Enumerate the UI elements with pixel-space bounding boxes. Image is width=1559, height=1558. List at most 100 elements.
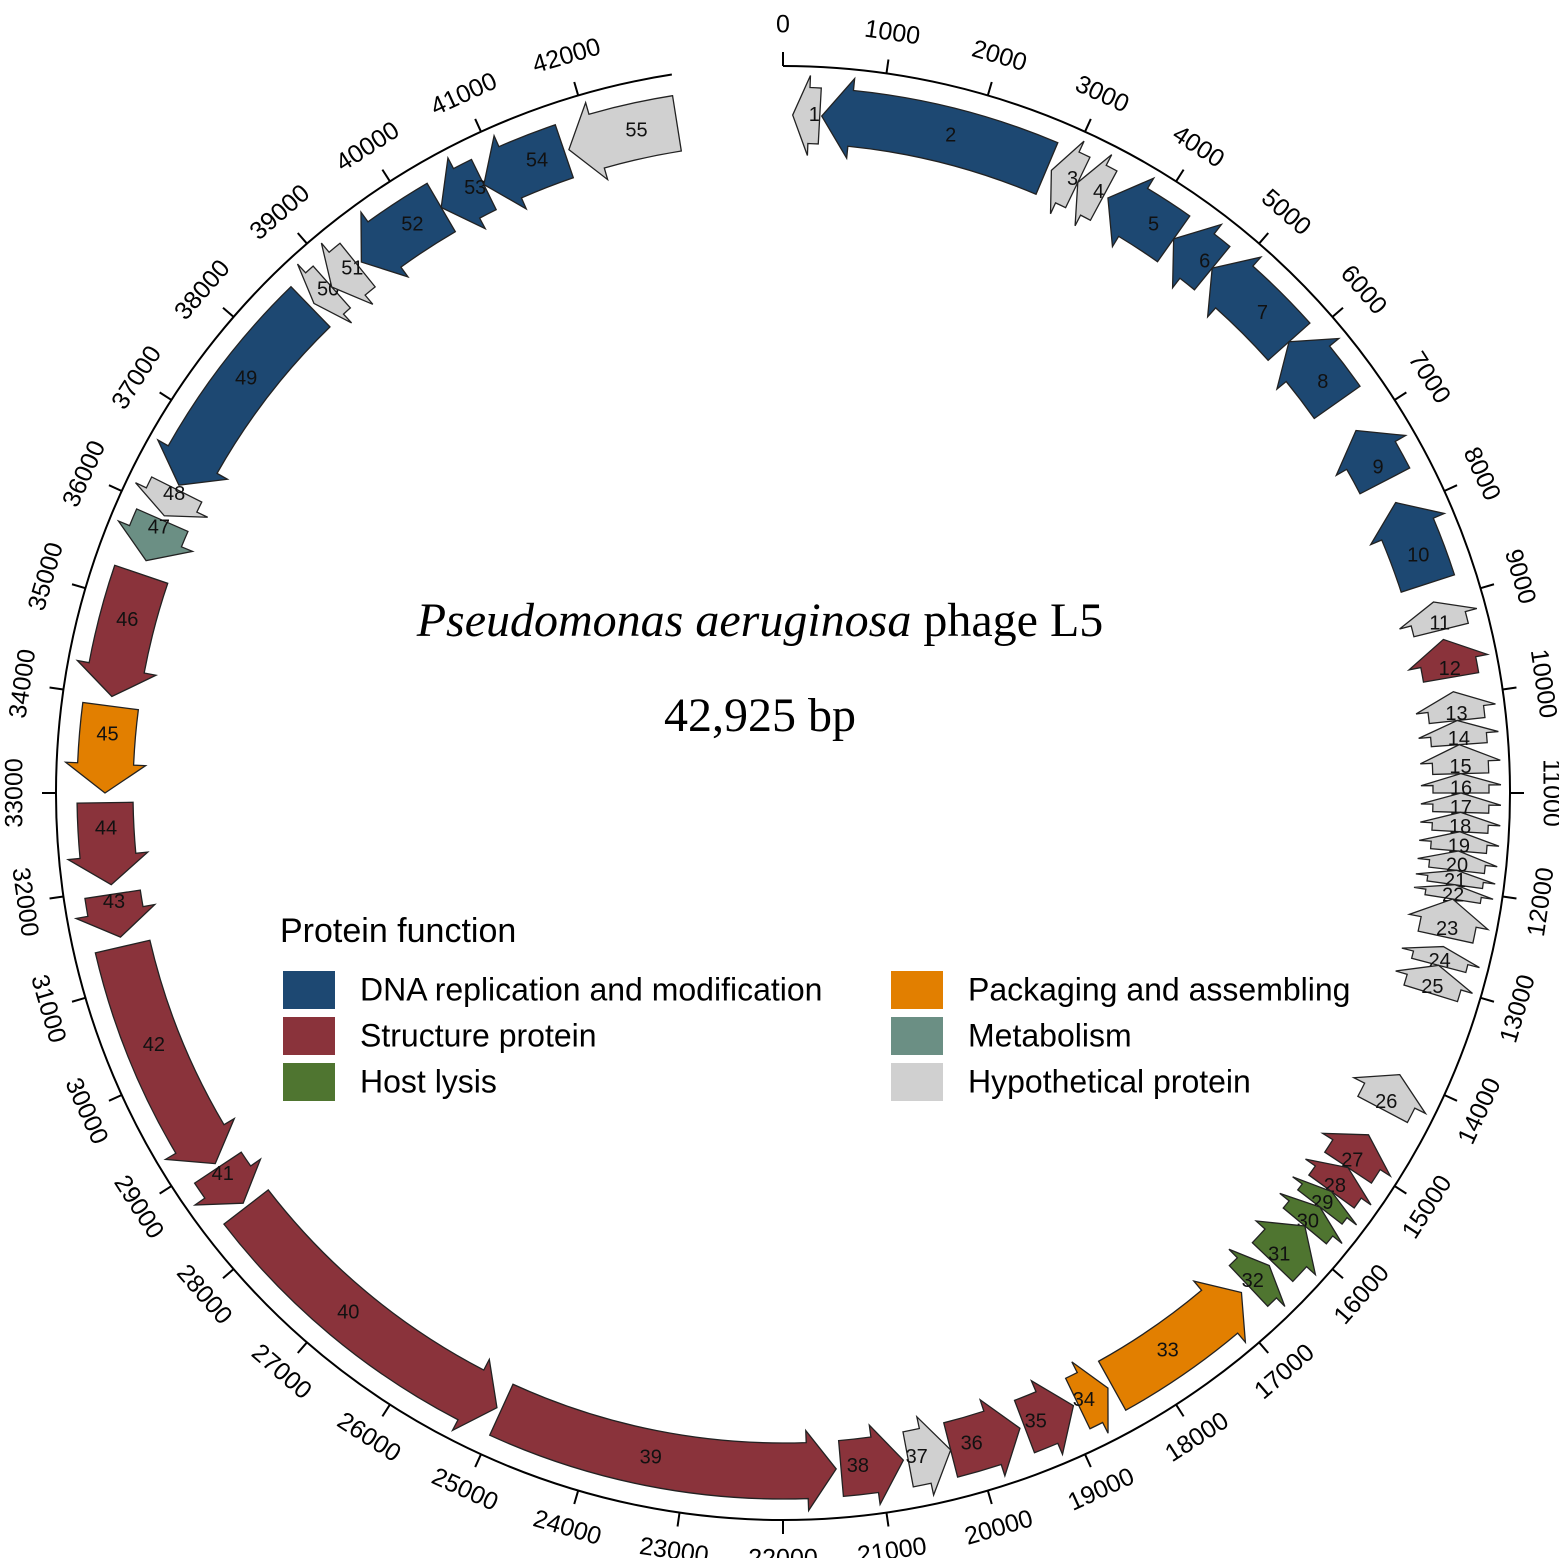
tick-label: 15000: [1396, 1170, 1457, 1244]
gene-arrow: [820, 76, 1059, 196]
tick-mark: [573, 1490, 580, 1505]
tick-mark: [71, 996, 86, 1003]
subtitle: 42,925 bp: [664, 689, 856, 742]
tick-label: 24000: [530, 1504, 605, 1550]
gene-arrow: [1074, 154, 1118, 227]
legend-swatch: [889, 1015, 945, 1057]
tick-mark: [1084, 1453, 1092, 1468]
tick-mark: [1502, 895, 1517, 900]
legend-title: Protein function: [280, 912, 516, 950]
tick-label: 18000: [1160, 1406, 1234, 1467]
gene-label: 9: [1373, 456, 1384, 478]
tick-mark: [108, 484, 123, 492]
gene-arrow: [1399, 601, 1478, 638]
tick-label: 6000: [1335, 260, 1393, 320]
tick-mark: [222, 306, 235, 318]
tick-mark: [474, 118, 482, 133]
gene-label: 14: [1448, 728, 1470, 750]
tick-mark: [1331, 1268, 1344, 1280]
tick-mark: [986, 1490, 993, 1505]
tick-label: 39000: [244, 179, 315, 246]
gene-arrow: [902, 1414, 952, 1498]
gene-arrow: [1369, 501, 1456, 593]
tick-mark: [1502, 686, 1517, 691]
title-rest: phage L5: [923, 594, 1103, 647]
tick-label: 26000: [332, 1406, 406, 1467]
gene-label: 27: [1341, 1149, 1363, 1171]
legend-swatch: [281, 1015, 337, 1057]
gene-arrow: [837, 1423, 905, 1507]
tick-mark: [1331, 306, 1344, 318]
gene-label: 5: [1148, 214, 1159, 236]
gene-label: 8: [1317, 371, 1328, 393]
tick-mark: [1394, 391, 1407, 401]
tick-label: 7000: [1403, 347, 1457, 409]
gene-arrow: [223, 1189, 498, 1432]
tick-mark: [159, 1185, 172, 1195]
tick-mark: [1394, 1185, 1407, 1195]
gene-label: 3: [1067, 168, 1078, 190]
tick-label: 34000: [4, 647, 42, 720]
tick-label: 36000: [57, 436, 111, 511]
tick-mark: [381, 169, 391, 182]
tick-mark: [474, 1453, 482, 1468]
tick-label: 40000: [331, 116, 405, 177]
tick-mark: [1175, 169, 1185, 182]
gene-label: 42: [143, 1034, 165, 1056]
gene-arrow: [135, 476, 208, 518]
gene-label: 13: [1445, 703, 1467, 725]
gene-arrow: [488, 1383, 838, 1513]
tick-label: 11000: [1537, 759, 1559, 827]
gene-arrow: [1097, 1279, 1247, 1412]
gene-arrow: [791, 75, 822, 156]
tick-label: 27000: [246, 1338, 317, 1405]
tick-mark: [296, 232, 308, 245]
tick-mark: [49, 895, 64, 900]
tick-label: 31000: [25, 971, 71, 1046]
legend-label: Metabolism: [968, 1017, 1132, 1053]
tick-label: 5000: [1256, 183, 1316, 241]
tick-label: 29000: [108, 1170, 169, 1244]
tick-mark: [885, 1512, 890, 1527]
gene-arrow: [1395, 964, 1473, 1003]
gene-label: 51: [341, 258, 363, 280]
tick-mark: [108, 1094, 123, 1102]
gene-label: 12: [1439, 658, 1461, 680]
tick-label: 23000: [638, 1532, 711, 1558]
tick-label: 35000: [23, 539, 69, 614]
tick-mark: [1480, 583, 1495, 590]
gene-arrow: [192, 1151, 262, 1206]
gene-label: 52: [401, 214, 423, 236]
tick-mark: [986, 81, 993, 96]
tick-mark: [296, 1341, 308, 1354]
gene-arrow: [1013, 1379, 1075, 1457]
gene-label: 37: [906, 1446, 928, 1468]
legend-label: DNA replication and modification: [360, 971, 822, 1007]
gene-label: 23: [1436, 918, 1458, 940]
gene-label: 41: [212, 1163, 234, 1185]
legend-swatch: [889, 1061, 945, 1103]
gene-label: 7: [1257, 302, 1268, 324]
legend-label: Host lysis: [360, 1063, 497, 1099]
tick-label: 9000: [1499, 546, 1542, 607]
gene-arrow: [75, 564, 169, 698]
tick-label: 42000: [529, 33, 604, 79]
gene-arrow: [483, 123, 575, 211]
gene-arrow: [568, 94, 683, 182]
tick-label: 38000: [169, 254, 236, 325]
axis-line: [55, 65, 1512, 1521]
tick-label: 2000: [969, 34, 1030, 77]
tick-label: 1000: [863, 15, 922, 51]
gene-label: 45: [96, 723, 118, 745]
gene-label: 1: [809, 104, 820, 126]
tick-label: 20000: [961, 1504, 1036, 1550]
gene-label: 34: [1073, 1389, 1095, 1411]
gene-label: 11: [1429, 613, 1450, 635]
gene-label: 25: [1421, 976, 1443, 998]
tick-label: 8000: [1458, 443, 1507, 505]
tick-label: 0: [776, 11, 790, 39]
tick-label: 33000: [1, 758, 29, 828]
legend-label: Packaging and assembling: [968, 971, 1350, 1007]
tick-mark: [676, 1512, 681, 1527]
tick-label: 30000: [59, 1074, 113, 1149]
